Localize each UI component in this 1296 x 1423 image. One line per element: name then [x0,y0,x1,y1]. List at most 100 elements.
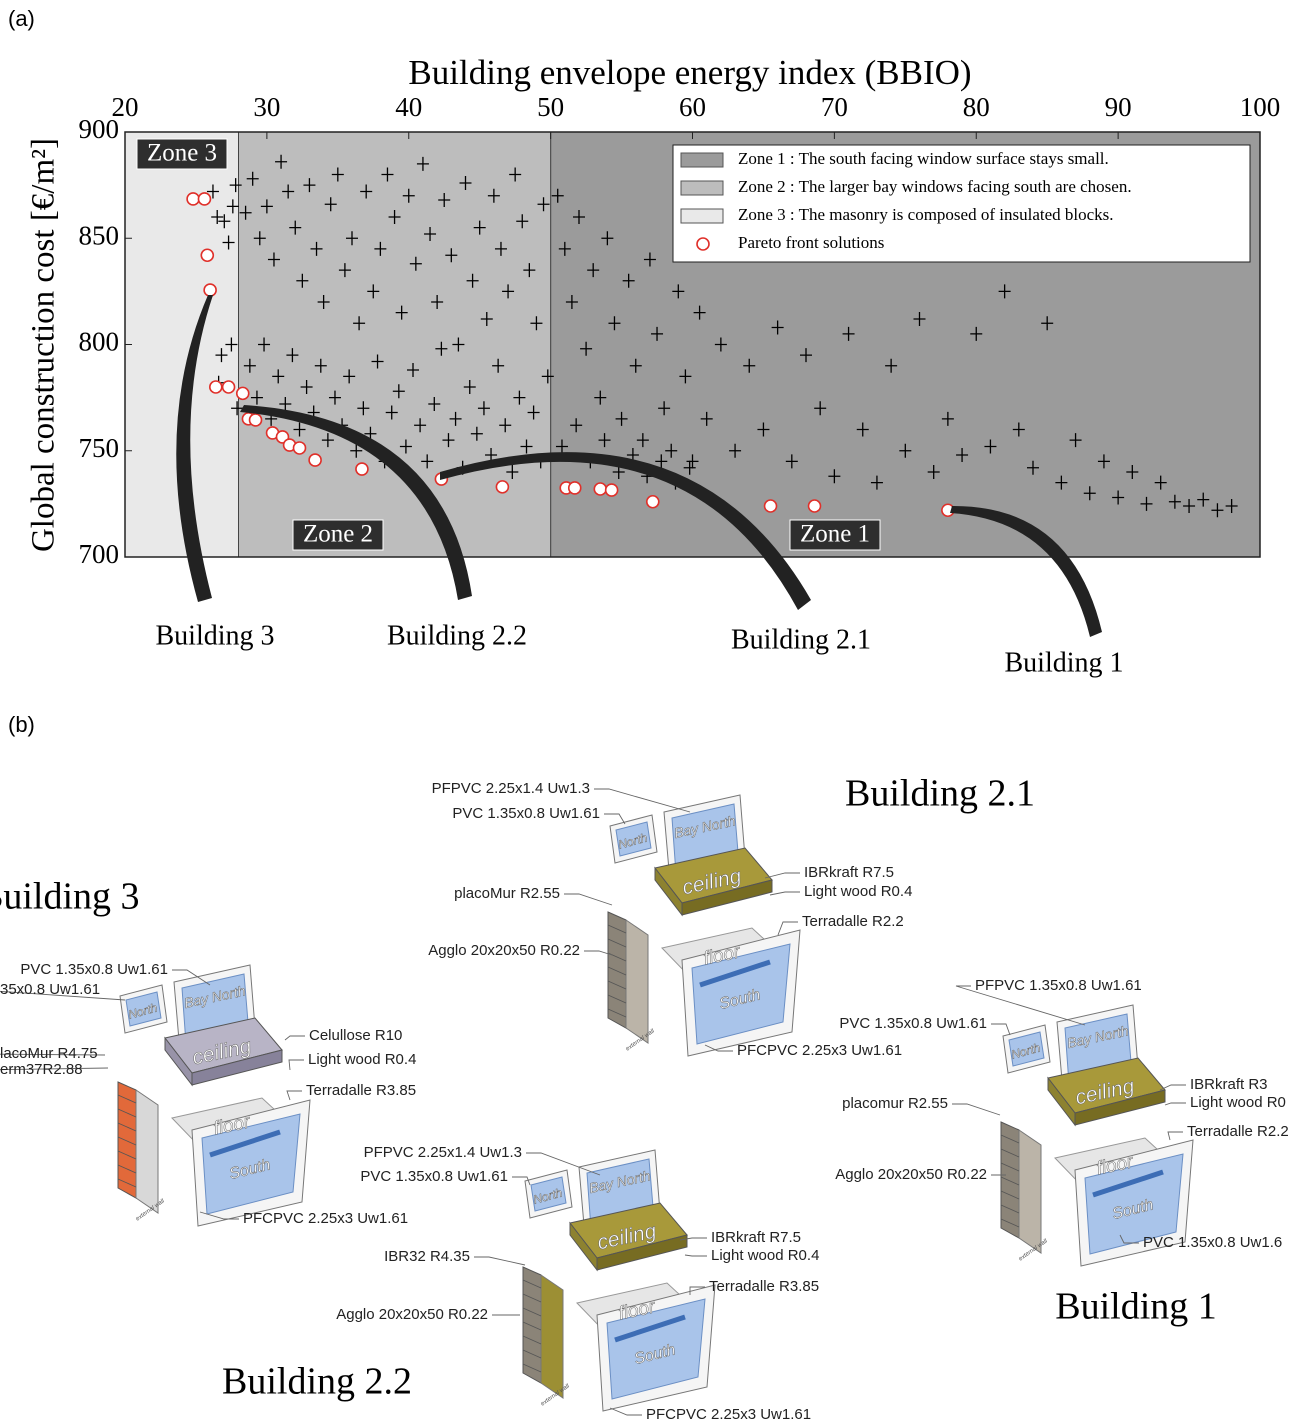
component-label: Light wood R0 [1190,1094,1286,1111]
wall-joint [522,1363,542,1373]
window-glass [201,1113,301,1215]
solution-point [1055,475,1068,490]
solution-point [927,465,940,479]
x-tick-label: 100 [1240,92,1281,122]
solution-point [573,210,585,224]
component-label: Terradalle R3.85 [306,1082,416,1099]
x-tick-label: 90 [1105,92,1132,122]
solution-point [814,401,827,416]
solution-point [246,171,259,186]
wall-joint [1000,1190,1020,1200]
pareto-point [292,441,307,455]
callout-arrow [440,452,811,610]
pareto-point [308,453,322,467]
component-label: Agglo 20x20x50 R0.22 [835,1166,987,1183]
component-label: lacoMur R4.75 [0,1045,98,1062]
solution-point [367,284,380,299]
solution-point [449,411,462,426]
solution-point [598,433,611,448]
solution-point [399,439,412,454]
component-label: PFPVC 2.25x1.4 Uw1.3 [432,780,590,797]
callout-arrow [176,295,213,602]
pareto-point [203,283,217,297]
solution-point [643,252,656,267]
component-label: Agglo 20x20x50 R0.22 [428,942,580,959]
wall-joint [117,1136,137,1146]
y-tick-label: 900 [79,114,120,144]
leader-line [288,1059,304,1071]
wall-joint [522,1349,542,1359]
solution-point [477,401,490,416]
wall-joint [117,1150,137,1160]
solution-point [1041,316,1054,331]
solution-point [492,358,505,373]
callout-arrow [240,405,472,600]
solution-point [970,326,983,341]
component-label: IBRkraft R7.5 [711,1229,801,1246]
ceiling-side [654,866,683,917]
wall-joint [522,1321,542,1331]
window-glass [691,943,791,1045]
legend-swatch [680,208,724,224]
window-glass [1008,1031,1045,1067]
solution-point [714,337,727,352]
solution-point [243,358,256,373]
leader-line [512,1176,531,1186]
solution-point [431,295,444,309]
component-label: 35x0.8 Uw1.61 [0,981,100,998]
wall-joint [1000,1148,1020,1158]
wall-joint [607,938,627,948]
solution-point [913,312,926,326]
solution-point [523,263,536,278]
solution-point [608,316,621,331]
leader-line [1167,1131,1183,1141]
solution-point [435,341,448,356]
solution-point [537,197,550,212]
solution-point [346,231,358,246]
zone-label-box [136,138,228,170]
component-label: Celullose R10 [309,1027,402,1044]
callouts [176,295,1102,637]
solution-point [941,411,954,426]
wall-joint [607,980,627,990]
solution-point [445,248,458,263]
solution-point [520,439,533,454]
leader-line [0,1053,106,1056]
wall-joint [1000,1162,1020,1172]
window-glass [606,1298,706,1400]
component-label: Agglo 20x20x50 R0.22 [336,1306,488,1323]
leader-line [777,921,798,936]
y-tick-label: 800 [79,327,120,357]
solution-point [371,354,384,369]
component-label: PFCPVC 2.25x3 Uw1.61 [737,1042,902,1059]
building-title: Building 3 [0,876,140,918]
solution-point [293,422,306,437]
leader-line [172,969,211,986]
pareto-point [645,494,660,509]
x-tick-label: 30 [253,92,280,122]
component-label: erm37R2.88 [0,1061,83,1078]
leader-line [952,1103,1001,1116]
callout-label: Building 2.1 [731,624,871,655]
leader-line [689,1286,705,1295]
wall-joint [607,966,627,976]
solution-point [392,384,405,399]
solution-point [672,284,685,299]
leader-line [1119,1234,1139,1244]
solution-point [679,369,692,384]
component-label: Light wood R0.4 [804,883,912,900]
leader-line [1164,1102,1186,1106]
solution-point [565,295,578,309]
solution-point [480,312,493,326]
window-glass [530,1176,567,1212]
solution-point [1027,460,1039,475]
component-label: PVC 1.35x0.8 Uw1.61 [20,961,168,978]
solution-point [499,418,512,433]
pareto-point [763,499,778,513]
solution-point [385,405,398,420]
leader-line [474,1256,526,1266]
chart: Zone 1 Zone 2 Zone 3 20 30 40 50 60 70 80 90 100 700… [26,53,1281,678]
solution-point [636,433,649,448]
x-tick-label: 40 [395,92,422,122]
